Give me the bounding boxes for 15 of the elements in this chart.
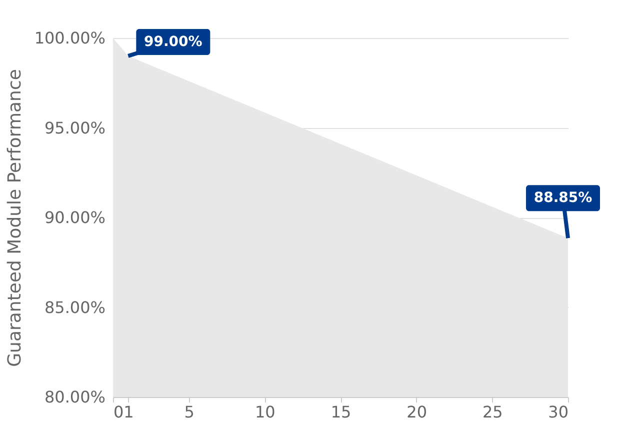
data-label: 88.85% (534, 190, 592, 206)
y-tick-label: 80.00% (44, 388, 106, 406)
y-tick-label: 90.00% (44, 208, 106, 227)
x-tick-label: 5 (184, 402, 194, 422)
x-tick-label: 0 (114, 402, 124, 422)
y-tick-label: 85.00% (44, 298, 106, 317)
y-axis-title: Guaranteed Module Performance (4, 69, 26, 367)
x-tick-label: 10 (254, 402, 276, 422)
x-tick-label: 15 (330, 402, 352, 422)
x-tick-label: 25 (482, 402, 503, 422)
y-tick-label: 100.00% (34, 28, 106, 48)
x-tick-label: 30 (548, 402, 568, 422)
y-tick-label: 95.00% (44, 118, 106, 138)
x-tick-label: 1 (124, 402, 134, 422)
x-tick-label: 20 (406, 402, 428, 422)
